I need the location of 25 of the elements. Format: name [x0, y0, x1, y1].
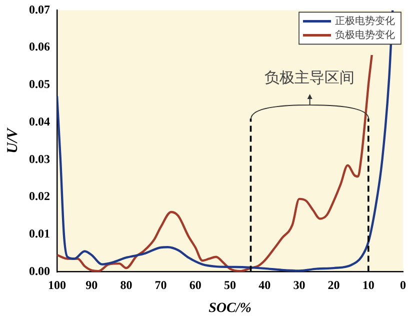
x-tick-label: 80 — [120, 278, 132, 292]
x-tick-label: 90 — [86, 278, 98, 292]
y-tick-label: 0.03 — [29, 152, 50, 166]
x-tick-label: 0 — [400, 278, 406, 292]
x-tick-label: 40 — [258, 278, 271, 292]
y-tick-label: 0.02 — [29, 189, 50, 204]
y-tick-label: 0.06 — [29, 40, 50, 54]
x-tick-label: 100 — [48, 278, 66, 292]
legend-label: 正极电势变化 — [335, 14, 395, 27]
x-axis-title: SOC/% — [208, 301, 252, 316]
y-axis-title: U/V — [4, 126, 21, 154]
x-tick-label: 50 — [224, 278, 236, 292]
x-tick-label: 10 — [362, 278, 374, 292]
y-tick-label: 0.04 — [29, 114, 50, 128]
x-tick-label: 60 — [189, 278, 202, 292]
y-tick-label: 0.07 — [29, 2, 50, 16]
y-tick-label: 0.05 — [29, 77, 50, 92]
y-tick-label: 0.00 — [29, 264, 50, 278]
y-tick-label: 0.01 — [29, 226, 50, 241]
x-tick-label: 30 — [293, 278, 306, 292]
x-tick-label: 20 — [328, 278, 340, 292]
x-tick-label: 70 — [154, 278, 167, 292]
annotation: 负极主导区间 — [264, 68, 355, 86]
line-series — [57, 54, 373, 272]
legend-label: 负极电势变化 — [335, 28, 395, 41]
